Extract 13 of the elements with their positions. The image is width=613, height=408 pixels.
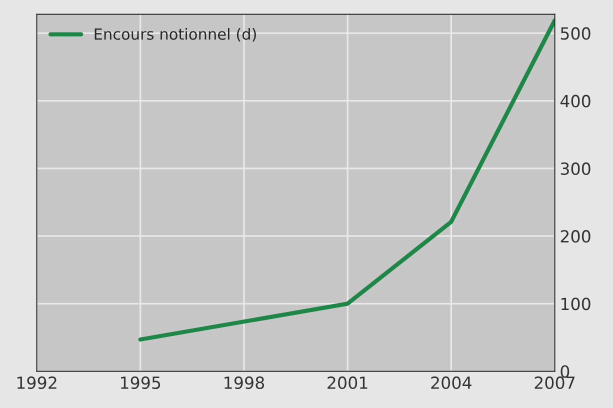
x-tick-label: 2007 — [534, 376, 575, 390]
y-tick-label: 500 — [560, 27, 590, 40]
legend-label: Encours notionnel (d) — [94, 28, 256, 42]
y-tick-label: 200 — [560, 230, 590, 243]
x-tick-label: 2001 — [328, 376, 368, 390]
x-tick-label: 2004 — [431, 376, 472, 390]
y-tick-label: 400 — [560, 94, 590, 108]
y-tick-label: 300 — [560, 162, 590, 176]
x-tick-label: 1995 — [121, 376, 160, 390]
x-tick-label: 1992 — [17, 376, 56, 390]
y-tick-label: 0 — [560, 365, 570, 378]
x-tick-label: 1998 — [224, 376, 264, 390]
y-tick-label: 100 — [561, 298, 590, 310]
